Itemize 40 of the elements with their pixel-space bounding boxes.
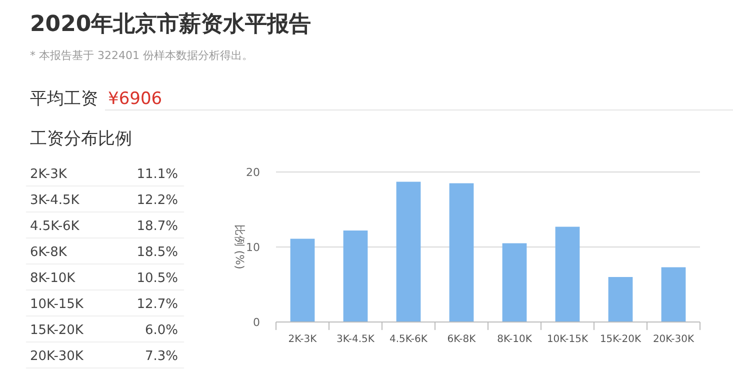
text: 8K-10K	[30, 271, 76, 286]
bar	[290, 238, 315, 322]
bar	[555, 226, 580, 322]
bar	[661, 267, 686, 322]
x-tick-label: 4.5K-6K	[390, 334, 428, 345]
text: 18.7%	[136, 219, 178, 234]
y-tick-label: 20	[246, 166, 260, 179]
text: 10.5%	[136, 271, 178, 286]
text: 2K-3K	[30, 167, 68, 182]
text: ¥6906	[108, 89, 162, 109]
text: 7.3%	[144, 349, 178, 364]
x-tick-label: 8K-10K	[497, 334, 532, 345]
bar	[396, 182, 421, 322]
x-tick-label: 6K-8K	[447, 334, 476, 345]
y-axis-title: 比例 (%)	[233, 224, 246, 270]
bar	[343, 230, 368, 322]
text: 平均工资	[30, 89, 98, 109]
text: 4.5K-6K	[30, 219, 80, 234]
bar	[502, 243, 527, 322]
text: 3K-4.5K	[30, 193, 80, 208]
text: 10K-15K	[30, 297, 84, 312]
x-tick-label: 2K-3K	[288, 334, 318, 345]
x-tick-label: 20K-30K	[652, 334, 695, 345]
text: 18.5%	[136, 245, 178, 260]
text: 12.2%	[136, 193, 178, 208]
text: 2020年北京市薪资水平报告	[30, 11, 312, 37]
text: 6.0%	[144, 323, 178, 338]
bar	[608, 277, 633, 322]
y-tick-label: 0	[253, 316, 260, 329]
text: 12.7%	[136, 297, 178, 312]
text: 11.1%	[136, 167, 178, 182]
x-tick-label: 3K-4.5K	[336, 334, 375, 345]
text: 20K-30K	[30, 349, 84, 364]
text: 工资分布比例	[30, 129, 132, 149]
x-tick-label: 10K-15K	[546, 334, 589, 345]
text: 6K-8K	[30, 245, 68, 260]
text: * 本报告基于 322401 份样本数据分析得出。	[30, 49, 253, 62]
x-tick-label: 15K-20K	[600, 334, 642, 345]
bar	[449, 183, 474, 322]
y-tick-label: 10	[246, 241, 260, 254]
